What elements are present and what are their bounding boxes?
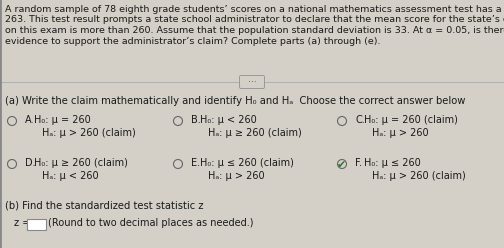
Text: 263. This test result prompts a state school administrator to declare that the m: 263. This test result prompts a state sc… xyxy=(5,15,504,25)
Text: Hₐ: μ > 260 (claim): Hₐ: μ > 260 (claim) xyxy=(42,128,136,138)
Text: Hₐ: μ ≥ 260 (claim): Hₐ: μ ≥ 260 (claim) xyxy=(208,128,302,138)
Text: ···: ··· xyxy=(247,78,257,87)
Text: (b) Find the standardized test statistic z: (b) Find the standardized test statistic… xyxy=(5,200,204,210)
FancyBboxPatch shape xyxy=(239,75,265,89)
Text: C.: C. xyxy=(355,115,365,125)
Text: Hₐ: μ > 260 (claim): Hₐ: μ > 260 (claim) xyxy=(372,171,466,181)
Text: H₀: μ ≥ 260 (claim): H₀: μ ≥ 260 (claim) xyxy=(34,158,128,168)
Text: H₀: μ ≤ 260 (claim): H₀: μ ≤ 260 (claim) xyxy=(200,158,294,168)
Text: H₀: μ < 260: H₀: μ < 260 xyxy=(200,115,257,125)
Text: H₀: μ = 260 (claim): H₀: μ = 260 (claim) xyxy=(364,115,458,125)
Text: E.: E. xyxy=(191,158,200,168)
Text: on this exam is more than 260. Assume that the population standard deviation is : on this exam is more than 260. Assume th… xyxy=(5,26,504,35)
FancyBboxPatch shape xyxy=(27,218,45,229)
Text: F.: F. xyxy=(355,158,362,168)
Text: A.: A. xyxy=(25,115,34,125)
Text: evidence to support the administrator’s claim? Complete parts (a) through (e).: evidence to support the administrator’s … xyxy=(5,36,381,45)
Text: B.: B. xyxy=(191,115,201,125)
Text: H₀: μ = 260: H₀: μ = 260 xyxy=(34,115,91,125)
Text: (Round to two decimal places as needed.): (Round to two decimal places as needed.) xyxy=(48,218,254,228)
Text: Hₐ: μ > 260: Hₐ: μ > 260 xyxy=(208,171,265,181)
Text: A random sample of 78 eighth grade students’ scores on a national mathematics as: A random sample of 78 eighth grade stude… xyxy=(5,5,504,14)
Text: Hₐ: μ > 260: Hₐ: μ > 260 xyxy=(372,128,428,138)
Text: ✔: ✔ xyxy=(336,160,346,170)
Text: Hₐ: μ < 260: Hₐ: μ < 260 xyxy=(42,171,99,181)
Text: z =: z = xyxy=(14,218,31,228)
Text: H₀: μ ≤ 260: H₀: μ ≤ 260 xyxy=(364,158,421,168)
Text: (a) Write the claim mathematically and identify H₀ and Hₐ  Choose the correct an: (a) Write the claim mathematically and i… xyxy=(5,96,465,106)
Text: D.: D. xyxy=(25,158,36,168)
